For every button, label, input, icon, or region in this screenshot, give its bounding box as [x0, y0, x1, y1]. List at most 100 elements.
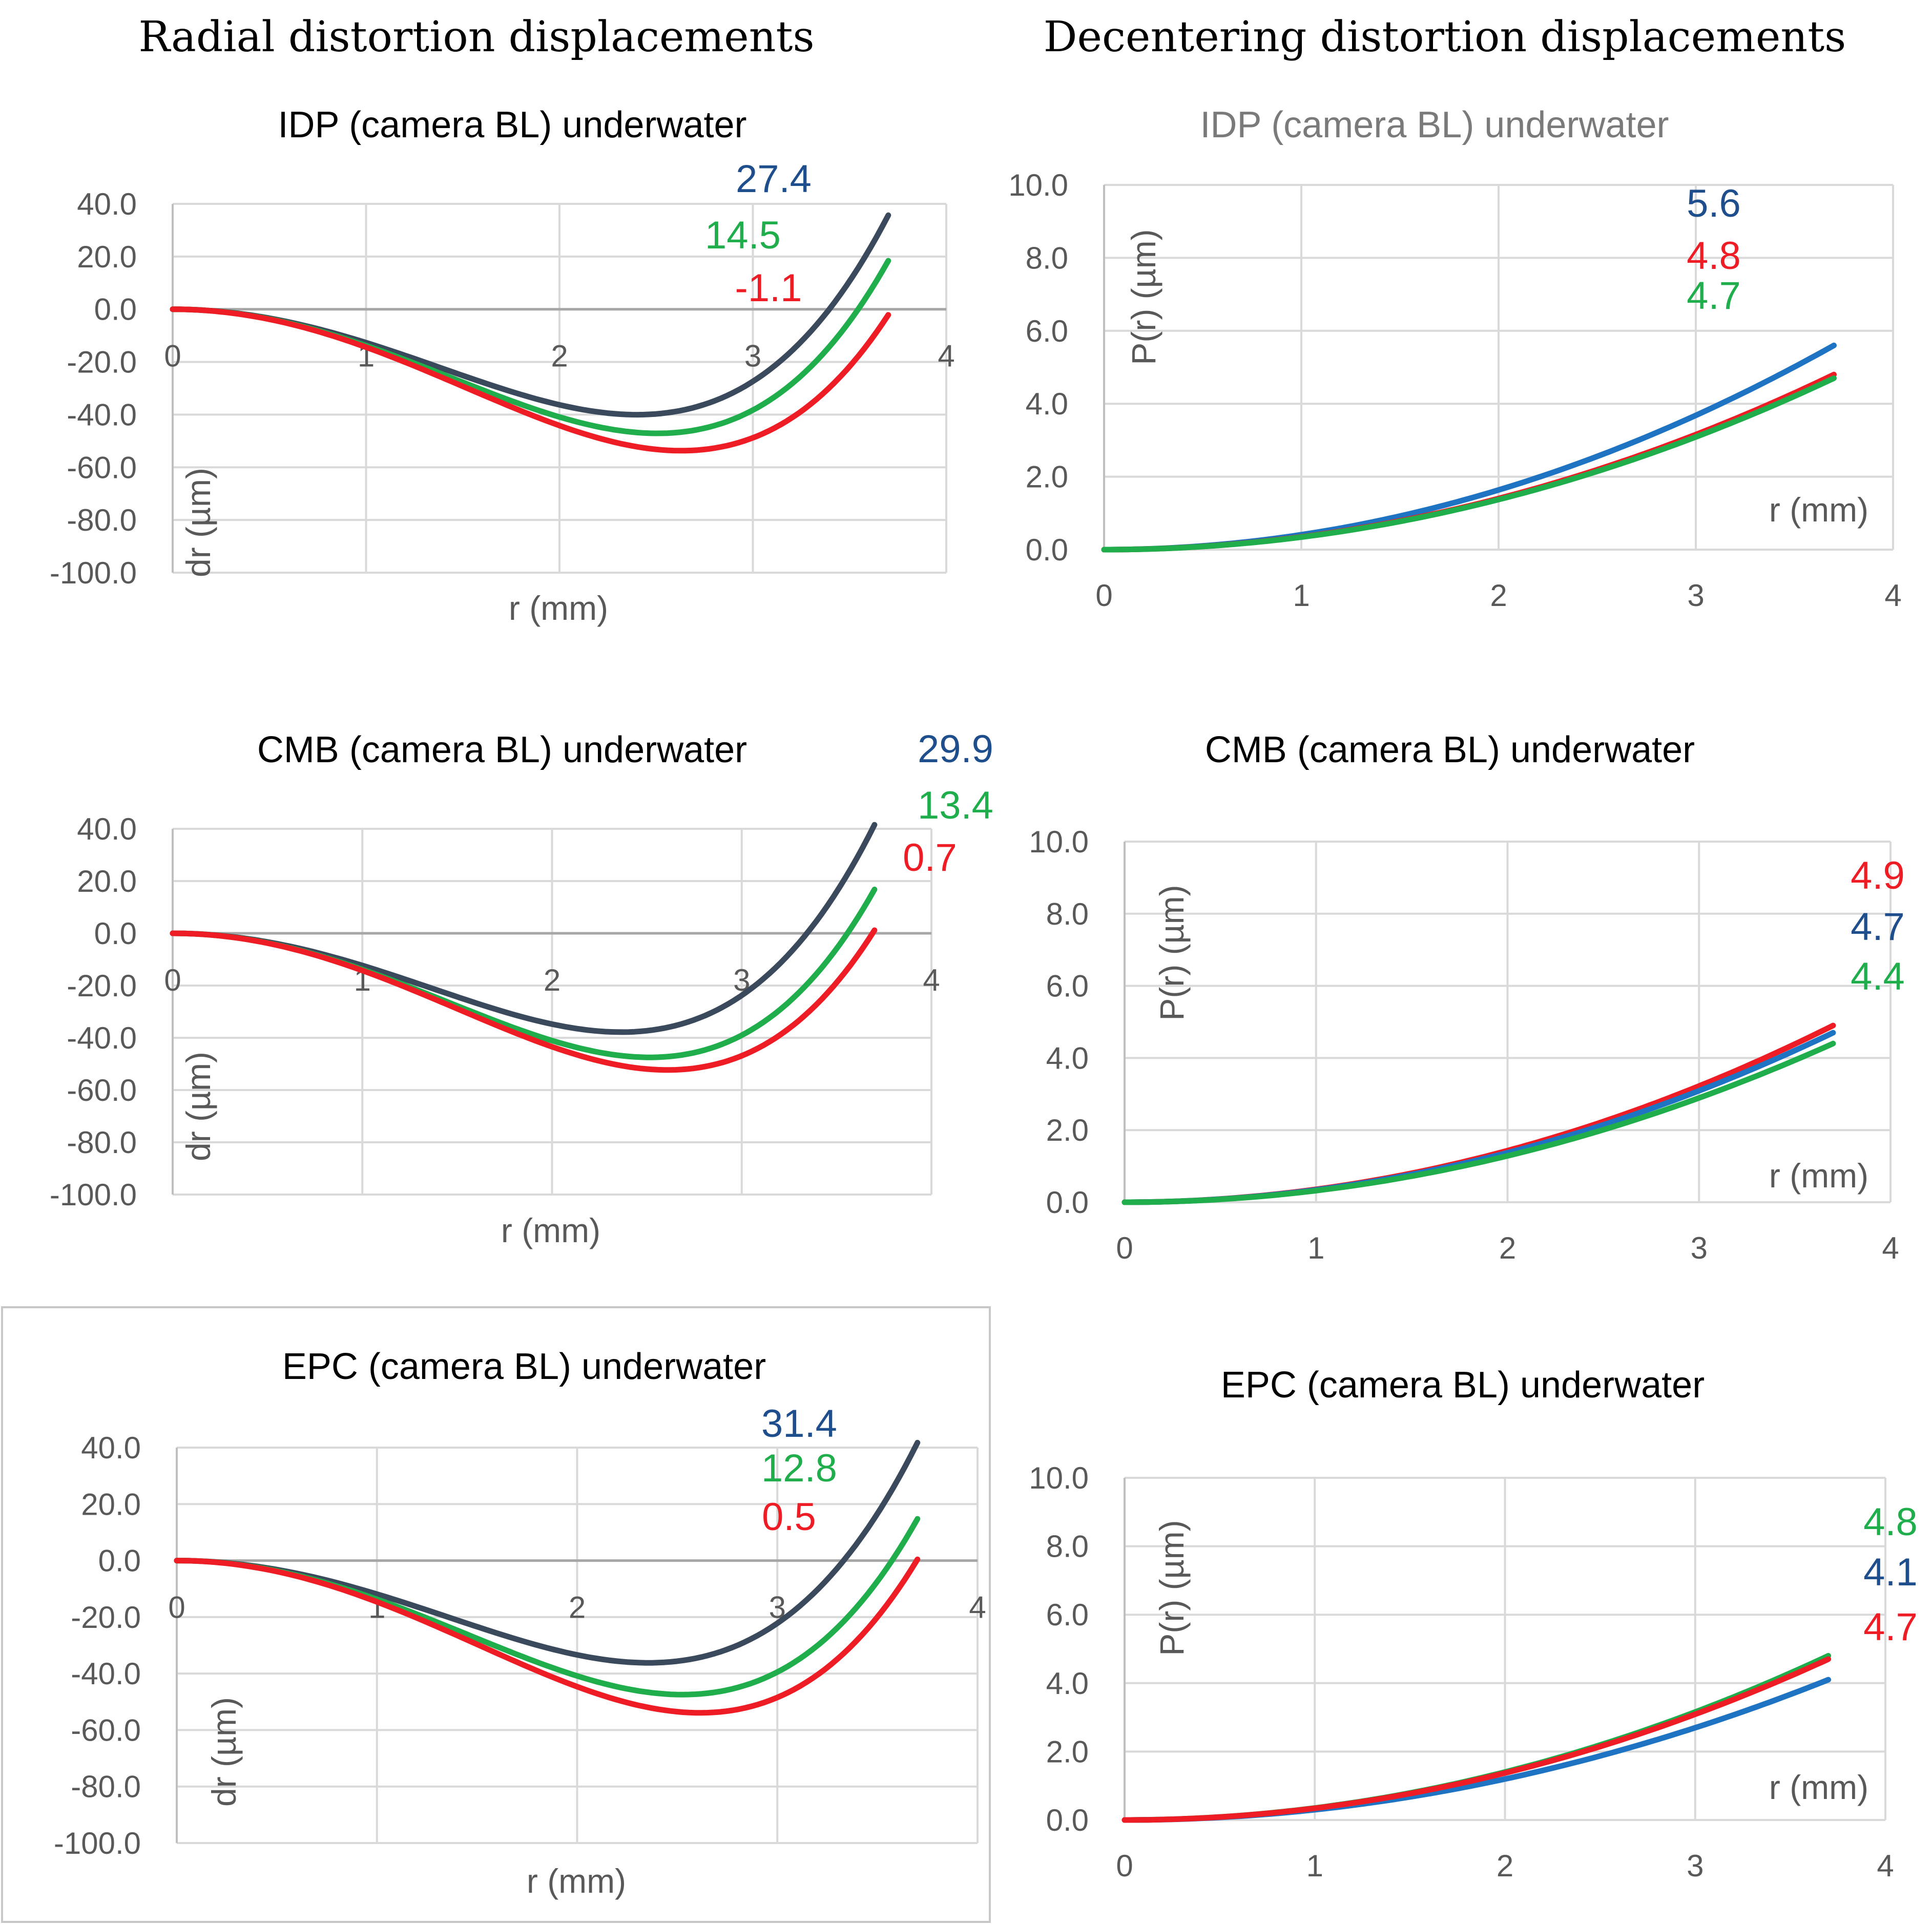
radial-epc-chart: 40.0 20.0 0.0 -20.0 -40.0 -60.0 -80.0 -100.0 0 1 2… [54, 1346, 986, 1900]
x-tick-label: 1 [1307, 1231, 1324, 1265]
x-tick-label: 3 [744, 339, 761, 373]
end-value-label: 29.9 [918, 727, 993, 771]
y-tick-label: 8.0 [1046, 897, 1089, 931]
x-tick-label: 2 [1497, 1849, 1513, 1883]
series-line-red [1121, 1022, 1836, 1205]
series-line-green [1101, 375, 1837, 553]
series-line-dark [170, 212, 891, 418]
y-tick-label: 10.0 [1029, 825, 1089, 859]
x-tick-label: 4 [1884, 578, 1901, 613]
series-line-red [174, 1556, 921, 1716]
y-tick-label: 6.0 [1026, 314, 1068, 348]
y-tick-label: -80.0 [67, 503, 137, 537]
y-axis-label: dr (µm) [179, 468, 217, 577]
x-tick-label: 0 [168, 1591, 185, 1625]
y-tick-label: 4.0 [1046, 1041, 1089, 1075]
series-line-green [1121, 1652, 1832, 1823]
epc-panel-frame [1, 1306, 991, 1923]
end-value-label: 5.6 [1687, 182, 1741, 225]
series-line-red [170, 306, 891, 454]
y-axis-label: P(r) (µm) [1125, 229, 1162, 365]
y-tick-label: 0.0 [94, 916, 137, 951]
y-tick-label: 10.0 [1029, 1461, 1089, 1495]
y-axis-label: dr (µm) [205, 1697, 243, 1807]
series-line-red [1121, 1656, 1832, 1823]
end-value-label: 4.7 [1851, 905, 1905, 949]
series-line-green [1121, 1040, 1836, 1205]
radial-column-title: Radial distortion displacements [138, 13, 814, 61]
y-tick-label: 6.0 [1046, 1598, 1089, 1632]
x-tick-label: 0 [1116, 1231, 1133, 1265]
series-line-red [170, 927, 878, 1073]
y-tick-label: 20.0 [77, 240, 137, 274]
end-value-label: 4.8 [1687, 234, 1741, 278]
y-axis-label: P(r) (µm) [1153, 1520, 1191, 1656]
chart-title: CMB (camera BL) underwater [257, 729, 747, 770]
y-tick-label: 40.0 [77, 187, 137, 221]
series-line-blue [1101, 342, 1837, 553]
end-value-label: 27.4 [736, 157, 812, 201]
x-tick-label: 0 [1116, 1849, 1133, 1883]
series-line-green [174, 1516, 921, 1698]
y-tick-label: 20.0 [77, 864, 137, 898]
y-tick-label: -100.0 [50, 556, 137, 590]
y-axis-label: dr (µm) [179, 1052, 217, 1161]
decentering-cmb-chart: 10.0 8.0 6.0 4.0 2.0 0.0 0 1 2 3 4 CMB (camera BL) … [1029, 729, 1905, 1265]
chart-title: EPC (camera BL) underwater [282, 1346, 766, 1387]
x-tick-label: 3 [1687, 1849, 1704, 1883]
end-value-label: 4.1 [1863, 1551, 1918, 1594]
x-tick-label: 2 [1490, 578, 1507, 613]
y-tick-label: -100.0 [50, 1178, 137, 1212]
x-tick-label: 4 [923, 963, 940, 997]
y-axis-label: P(r) (µm) [1153, 885, 1191, 1020]
x-tick-label: 2 [1499, 1231, 1516, 1265]
y-tick-label: -40.0 [71, 1657, 141, 1691]
y-tick-label: 4.0 [1026, 387, 1068, 421]
y-tick-label: 4.0 [1046, 1666, 1089, 1701]
x-tick-label: 4 [969, 1591, 986, 1625]
y-tick-label: 2.0 [1046, 1734, 1089, 1769]
x-axis-label: r (mm) [1769, 491, 1868, 529]
end-value-label: 0.5 [762, 1495, 816, 1539]
x-axis-label: r (mm) [509, 589, 608, 627]
y-tick-label: -20.0 [71, 1600, 141, 1635]
y-tick-label: 0.0 [94, 292, 137, 327]
x-axis-label: r (mm) [501, 1211, 600, 1249]
y-tick-label: 40.0 [77, 812, 137, 846]
y-tick-label: 40.0 [81, 1431, 141, 1465]
y-tick-label: -40.0 [67, 397, 137, 432]
end-value-label: 4.4 [1851, 955, 1905, 998]
x-tick-label: 2 [544, 963, 560, 997]
end-value-label: 12.8 [761, 1447, 837, 1490]
x-axis-label: r (mm) [527, 1862, 626, 1900]
y-tick-label: 0.0 [1046, 1185, 1089, 1220]
end-value-label: 31.4 [761, 1402, 837, 1446]
end-value-label: -1.1 [735, 266, 802, 310]
y-tick-label: 20.0 [81, 1487, 141, 1521]
radial-idp-chart: 40.020.00.0-20.0-40.0-60.0-80.0-100.00 1 2… [50, 104, 955, 627]
chart-title: IDP (camera BL) underwater [278, 104, 746, 145]
x-tick-label: 4 [1882, 1231, 1899, 1265]
y-tick-label: 10.0 [1008, 168, 1068, 202]
x-tick-label: 1 [1306, 1849, 1323, 1883]
end-value-label: 4.7 [1863, 1605, 1918, 1649]
decentering-column-title: Decentering distortion displacements [1044, 13, 1846, 61]
x-tick-label: 2 [551, 339, 568, 373]
y-tick-label: -80.0 [67, 1125, 137, 1160]
y-tick-label: 8.0 [1046, 1530, 1089, 1564]
end-value-label: 4.8 [1863, 1500, 1918, 1544]
y-tick-label: 0.0 [1046, 1803, 1089, 1837]
decentering-epc-chart: 10.0 8.0 6.0 4.0 2.0 0.0 0 1 2 3 4 EPC (camera BL) … [1029, 1365, 1918, 1883]
y-tick-label: -100.0 [54, 1826, 141, 1860]
y-tick-label: -60.0 [67, 450, 137, 485]
end-value-label: 14.5 [705, 214, 781, 257]
end-value-label: 0.7 [903, 836, 957, 880]
x-tick-label: 3 [1691, 1231, 1708, 1265]
y-tick-label: 2.0 [1046, 1113, 1089, 1147]
radial-cmb-chart: 40.020.00.0-20.0-40.0-60.0-80.0-100.00 1 2… [50, 727, 993, 1249]
chart-title: EPC (camera BL) underwater [1221, 1365, 1705, 1406]
end-value-label: 4.9 [1851, 854, 1905, 897]
x-tick-label: 0 [1095, 578, 1112, 613]
y-tick-label: 0.0 [1026, 533, 1068, 567]
